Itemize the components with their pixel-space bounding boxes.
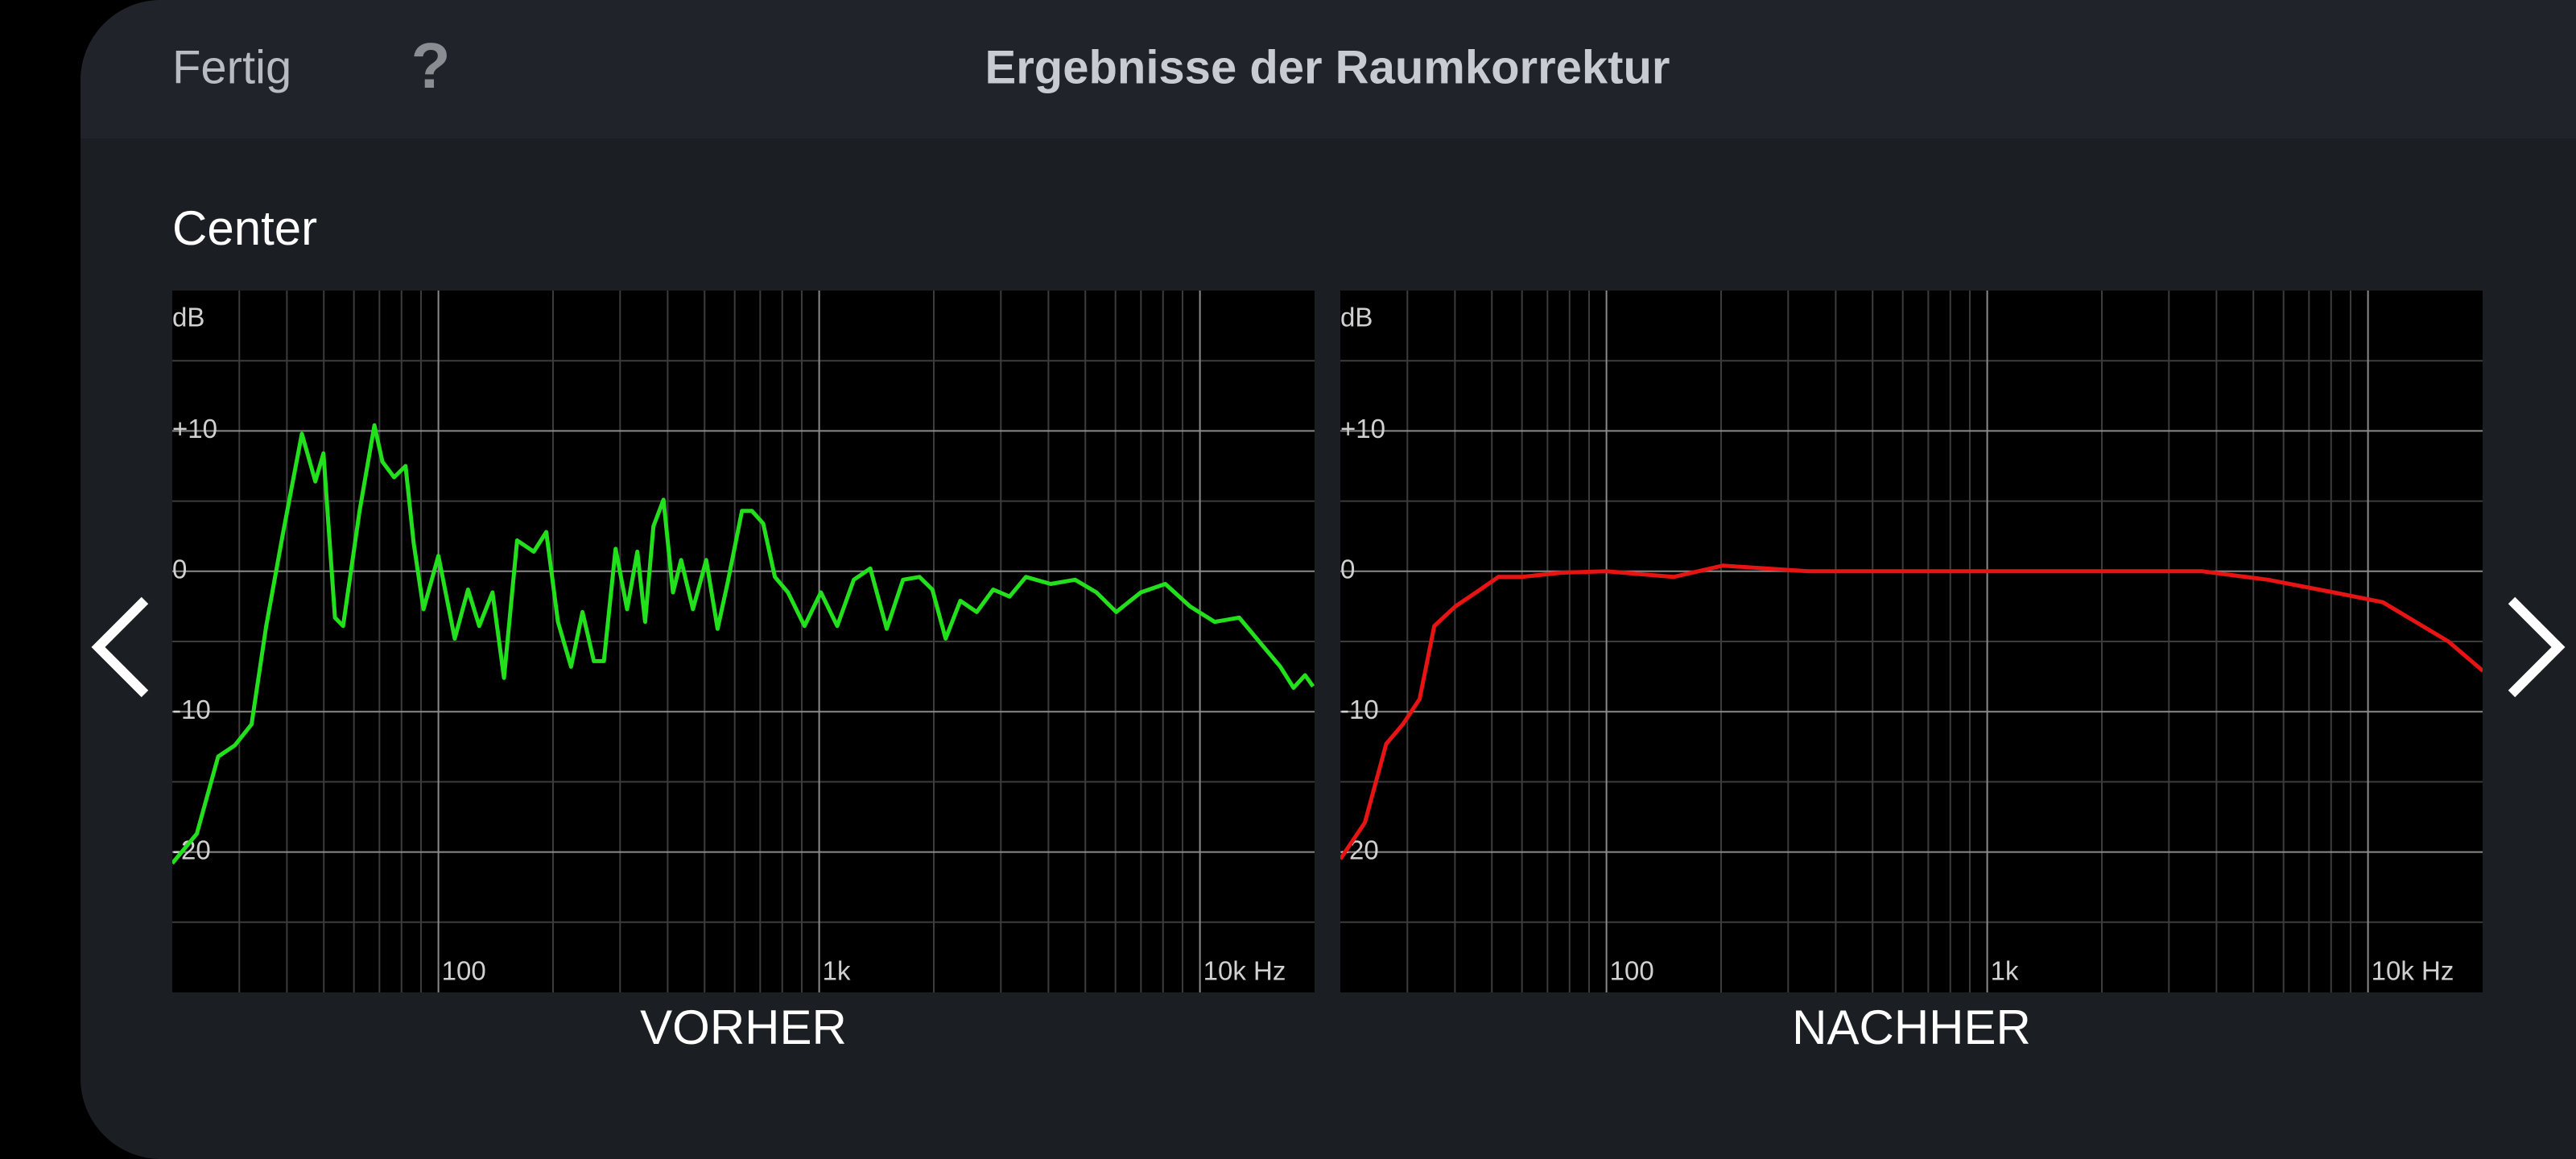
channel-name: Center xyxy=(172,201,317,255)
x-tick-label: 10k Hz xyxy=(1203,956,1286,986)
y-tick-label: -10 xyxy=(172,695,211,724)
header-bar xyxy=(80,0,2576,138)
x-tick-label: 10k Hz xyxy=(2372,956,2454,986)
y-tick-label: +10 xyxy=(172,414,217,443)
y-tick-label: 0 xyxy=(172,555,187,584)
x-tick-label: 100 xyxy=(442,956,486,986)
x-tick-label: 1k xyxy=(1991,956,2019,986)
page-title: Ergebnisse der Raumkorrektur xyxy=(985,41,1670,93)
help-button[interactable]: ? xyxy=(411,30,451,101)
done-button[interactable]: Fertig xyxy=(172,41,291,93)
chart-title: NACHHER xyxy=(1792,1000,2031,1054)
x-tick-label: 1k xyxy=(823,956,851,986)
x-tick-label: 100 xyxy=(1610,956,1654,986)
response-curve xyxy=(1340,563,2483,860)
y-tick-label: 0 xyxy=(1340,555,1355,584)
y-tick-label: -10 xyxy=(1340,695,1379,724)
response-curve xyxy=(172,423,1315,865)
y-axis-label: dB xyxy=(172,303,204,332)
y-axis-label: dB xyxy=(1340,303,1373,332)
next-arrow[interactable] xyxy=(2508,596,2566,698)
prev-arrow[interactable] xyxy=(91,596,149,698)
chart-title: VORHER xyxy=(640,1000,847,1054)
y-tick-label: +10 xyxy=(1340,414,1385,443)
